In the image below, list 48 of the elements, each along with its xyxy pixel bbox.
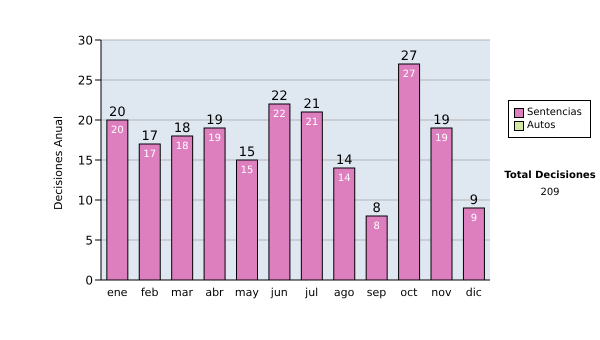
x-tick-label: ene	[106, 286, 128, 299]
data-label: 14	[338, 173, 351, 184]
data-label: 19	[435, 133, 448, 144]
data-label: 17	[143, 149, 156, 160]
x-tick-label: sep	[366, 286, 386, 299]
x-tick-label: abr	[205, 286, 224, 299]
total-label: 22	[271, 89, 288, 104]
y-tick-label: 15	[78, 153, 93, 168]
total-label: 21	[304, 97, 320, 112]
y-tick-label: 30	[78, 33, 93, 48]
data-label: 19	[208, 133, 221, 144]
data-label: 18	[176, 141, 189, 152]
data-label: 9	[470, 213, 478, 224]
x-tick-label: may	[234, 286, 260, 299]
total-label: 8	[372, 201, 381, 216]
y-tick-label: 25	[78, 73, 93, 88]
total-label: 20	[109, 105, 126, 120]
data-label: 15	[240, 165, 254, 176]
y-tick-label: 20	[78, 113, 93, 128]
data-label: 21	[305, 117, 318, 128]
total-label: 19	[433, 113, 450, 128]
y-tick-label: 0	[85, 273, 93, 288]
legend-label: Autos	[526, 119, 556, 132]
x-tick-label: nov	[431, 286, 452, 299]
total-label: 19	[206, 113, 223, 128]
legend-label: Sentencias	[526, 106, 582, 119]
y-axis-title: Decisiones Anual	[52, 116, 65, 210]
x-tick-label: ago	[334, 286, 355, 299]
total-label: 17	[141, 129, 158, 144]
y-tick-label: 10	[78, 193, 93, 208]
total-label: 15	[238, 145, 256, 160]
x-tick-label: feb	[140, 286, 158, 299]
data-label: 20	[110, 125, 124, 136]
x-tick-label: mar	[171, 286, 194, 299]
total-label: 27	[400, 49, 418, 64]
total-label: 18	[174, 121, 190, 136]
text: 209	[539, 187, 561, 198]
x-tick-label: dic	[466, 286, 482, 299]
x-tick-label: oct	[400, 286, 418, 299]
data-label: 27	[402, 69, 416, 80]
total-label: 9	[470, 193, 478, 208]
y-tick-label: 5	[85, 233, 93, 248]
text: Total Decisiones	[503, 170, 597, 181]
total-label: 14	[336, 153, 353, 168]
x-tick-label: jul	[304, 286, 318, 299]
x-tick-label: jun	[270, 286, 288, 299]
data-label: 8	[373, 221, 380, 232]
data-label: 22	[273, 109, 286, 120]
